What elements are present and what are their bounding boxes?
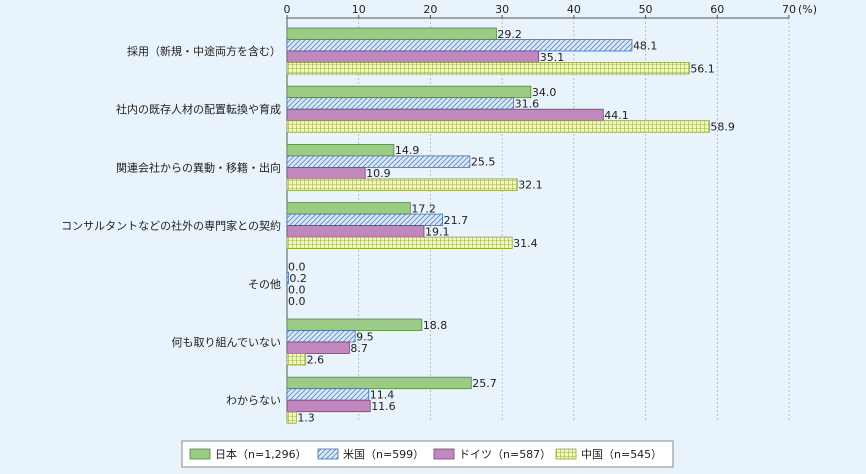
legend-label: ドイツ（n=587） (459, 448, 551, 461)
bar (286, 62, 690, 75)
x-tick-label: 50 (639, 3, 653, 16)
x-tick-label: 20 (423, 3, 437, 16)
legend-box (181, 440, 674, 468)
category-label: わからない (226, 394, 281, 407)
bar (286, 39, 633, 52)
x-tick-label: 30 (495, 3, 509, 16)
legend-label: 日本（n=1,296） (215, 447, 307, 461)
value-label: 10.9 (366, 167, 391, 180)
bar (286, 202, 411, 215)
bar (286, 120, 710, 133)
bar (286, 353, 307, 366)
bar (286, 155, 471, 168)
value-label: 44.1 (604, 109, 629, 122)
bar (286, 388, 370, 401)
value-label: 25.7 (472, 377, 497, 390)
x-tick-label: 40 (567, 3, 581, 16)
value-label: 58.9 (710, 120, 735, 133)
value-label: 19.1 (425, 225, 450, 238)
value-label: 56.1 (690, 62, 715, 75)
bar (286, 376, 472, 390)
x-tick-label: 0 (284, 3, 291, 16)
x-tick-label: 10 (352, 3, 366, 16)
legend-swatch (317, 448, 339, 460)
legend-swatch (189, 448, 211, 460)
bar (286, 50, 540, 63)
value-label: 2.6 (307, 353, 325, 366)
value-label: 31.4 (513, 237, 538, 250)
value-label: 11.6 (371, 400, 396, 413)
bar (286, 399, 371, 413)
value-label: 35.1 (540, 51, 565, 64)
x-tick-label: 60 (710, 3, 724, 16)
value-label: 9.5 (356, 330, 374, 343)
bar (286, 143, 395, 157)
bar (286, 225, 425, 238)
category-label: 採用（新規・中途両方を含む） (127, 44, 281, 58)
category-label: コンサルタントなどの社外の専門家との契約 (61, 219, 281, 233)
bar (286, 271, 289, 285)
legend-swatch (555, 448, 577, 460)
bar (286, 108, 604, 122)
value-label: 1.3 (297, 411, 315, 424)
bar (286, 341, 350, 354)
value-label: 14.9 (395, 144, 420, 157)
bar (286, 27, 497, 40)
value-label: 0.2 (289, 272, 307, 285)
value-label: 0.0 (288, 284, 306, 297)
bar (286, 85, 532, 99)
category-label: 社内の既存人材の配置転換や育成 (116, 102, 281, 116)
bar (286, 213, 444, 227)
category-label: 関連会社からの異動・移籍・出向 (116, 160, 281, 174)
bar (286, 97, 515, 110)
bars (286, 27, 710, 424)
value-label: 0.0 (288, 295, 306, 308)
bar (286, 411, 297, 424)
value-label: 21.7 (444, 214, 469, 227)
value-label: 29.2 (497, 28, 522, 41)
value-label: 17.2 (411, 202, 436, 215)
category-label: その他 (248, 278, 281, 291)
value-label: 34.0 (532, 86, 557, 99)
bar (286, 318, 423, 331)
category-label: 何も取り組んでいない (172, 336, 281, 349)
bar (286, 178, 518, 191)
value-label: 11.4 (370, 388, 395, 401)
bar (286, 330, 356, 343)
x-axis-unit: (%) (798, 3, 817, 16)
bar (286, 236, 513, 250)
category-labels: 採用（新規・中途両方を含む） 社内の既存人材の配置転換や育成関連会社からの異動・移… (61, 44, 281, 407)
legend-label: 中国（n=545） (581, 448, 662, 461)
legend-label: 米国（n=599） (343, 448, 424, 461)
value-label: 48.1 (633, 39, 658, 52)
legend-swatch (433, 448, 455, 460)
value-label: 32.1 (518, 179, 543, 192)
bar (286, 166, 366, 180)
value-labels: 29.2 48.1 35.1 56.1 34.031.6 44.1 58.9 14.9 25.5… (288, 28, 735, 425)
value-label: 8.7 (350, 342, 368, 355)
value-label: 25.5 (471, 156, 496, 169)
value-label: 31.6 (515, 97, 540, 110)
x-tick-label: 70 (782, 3, 796, 16)
value-label: 18.8 (423, 319, 448, 332)
legend: 日本（n=1,296） 米国（n=599） ドイツ（n=587） 中国（n=545） (181, 440, 674, 468)
value-label: 0.0 (288, 261, 306, 274)
